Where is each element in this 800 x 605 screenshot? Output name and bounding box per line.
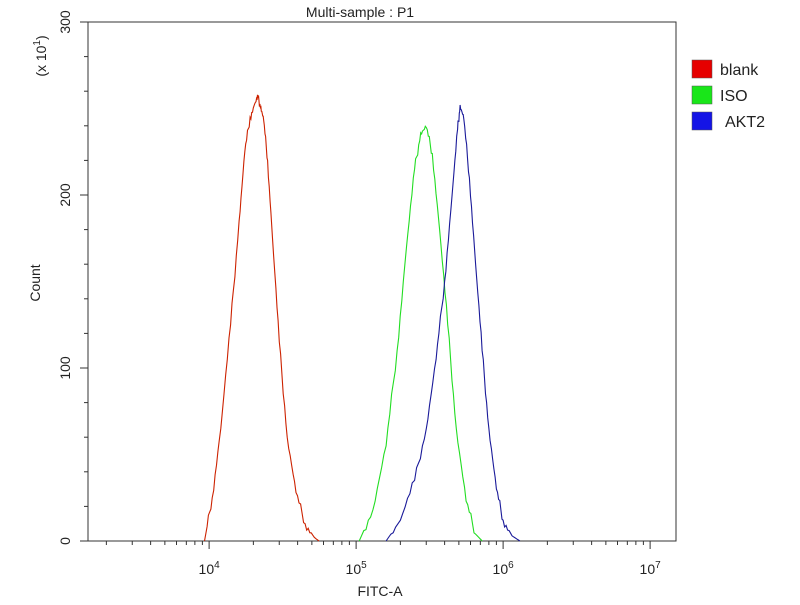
x-tick-label-base: 10	[640, 561, 656, 577]
x-tick-label-exponent: 6	[508, 560, 514, 571]
series-line-iso	[358, 125, 483, 542]
y-tick-label: 100	[57, 356, 73, 380]
legend-label-iso: ISO	[720, 88, 748, 105]
x-tick-label: 104	[199, 560, 221, 577]
series-line-akt2	[385, 104, 521, 542]
x-axis-label: FITC-A	[357, 583, 403, 599]
x-tick-label-exponent: 7	[655, 560, 661, 571]
legend-swatch-blank	[691, 59, 713, 79]
y-multiplier-prefix: (x 10	[33, 45, 49, 76]
y-tick-label: 200	[57, 183, 73, 207]
x-tick-label: 105	[346, 560, 368, 577]
x-tick-label-base: 10	[346, 561, 362, 577]
x-tick-label-exponent: 4	[214, 560, 220, 571]
x-tick-label-exponent: 5	[361, 560, 367, 571]
legend-swatch-akt2	[691, 111, 713, 131]
series-layer	[203, 94, 521, 542]
x-axis: 104 105 106 107	[105, 541, 662, 577]
legend-swatch-iso	[691, 85, 713, 105]
series-line-blank	[203, 94, 320, 542]
y-tick-label: 300	[57, 10, 73, 34]
y-axis-label: Count	[27, 264, 43, 301]
y-axis: 0 100 200 300	[57, 10, 88, 545]
x-tick-label: 106	[493, 560, 515, 577]
legend-label-akt2: AKT2	[725, 114, 765, 131]
y-tick-label: 0	[57, 537, 73, 545]
y-multiplier-suffix: )	[33, 35, 49, 40]
x-tick-label-base: 10	[199, 561, 215, 577]
x-tick-label: 107	[640, 560, 662, 577]
legend: blank ISO AKT2	[691, 59, 765, 131]
y-multiplier-exponent: 1	[32, 40, 43, 46]
y-axis-multiplier-label: (x 101)	[32, 35, 49, 76]
plot-frame	[87, 21, 677, 542]
x-tick-label-base: 10	[493, 561, 509, 577]
legend-label-blank: blank	[720, 62, 759, 79]
chart-title: Multi-sample : P1	[306, 4, 414, 20]
